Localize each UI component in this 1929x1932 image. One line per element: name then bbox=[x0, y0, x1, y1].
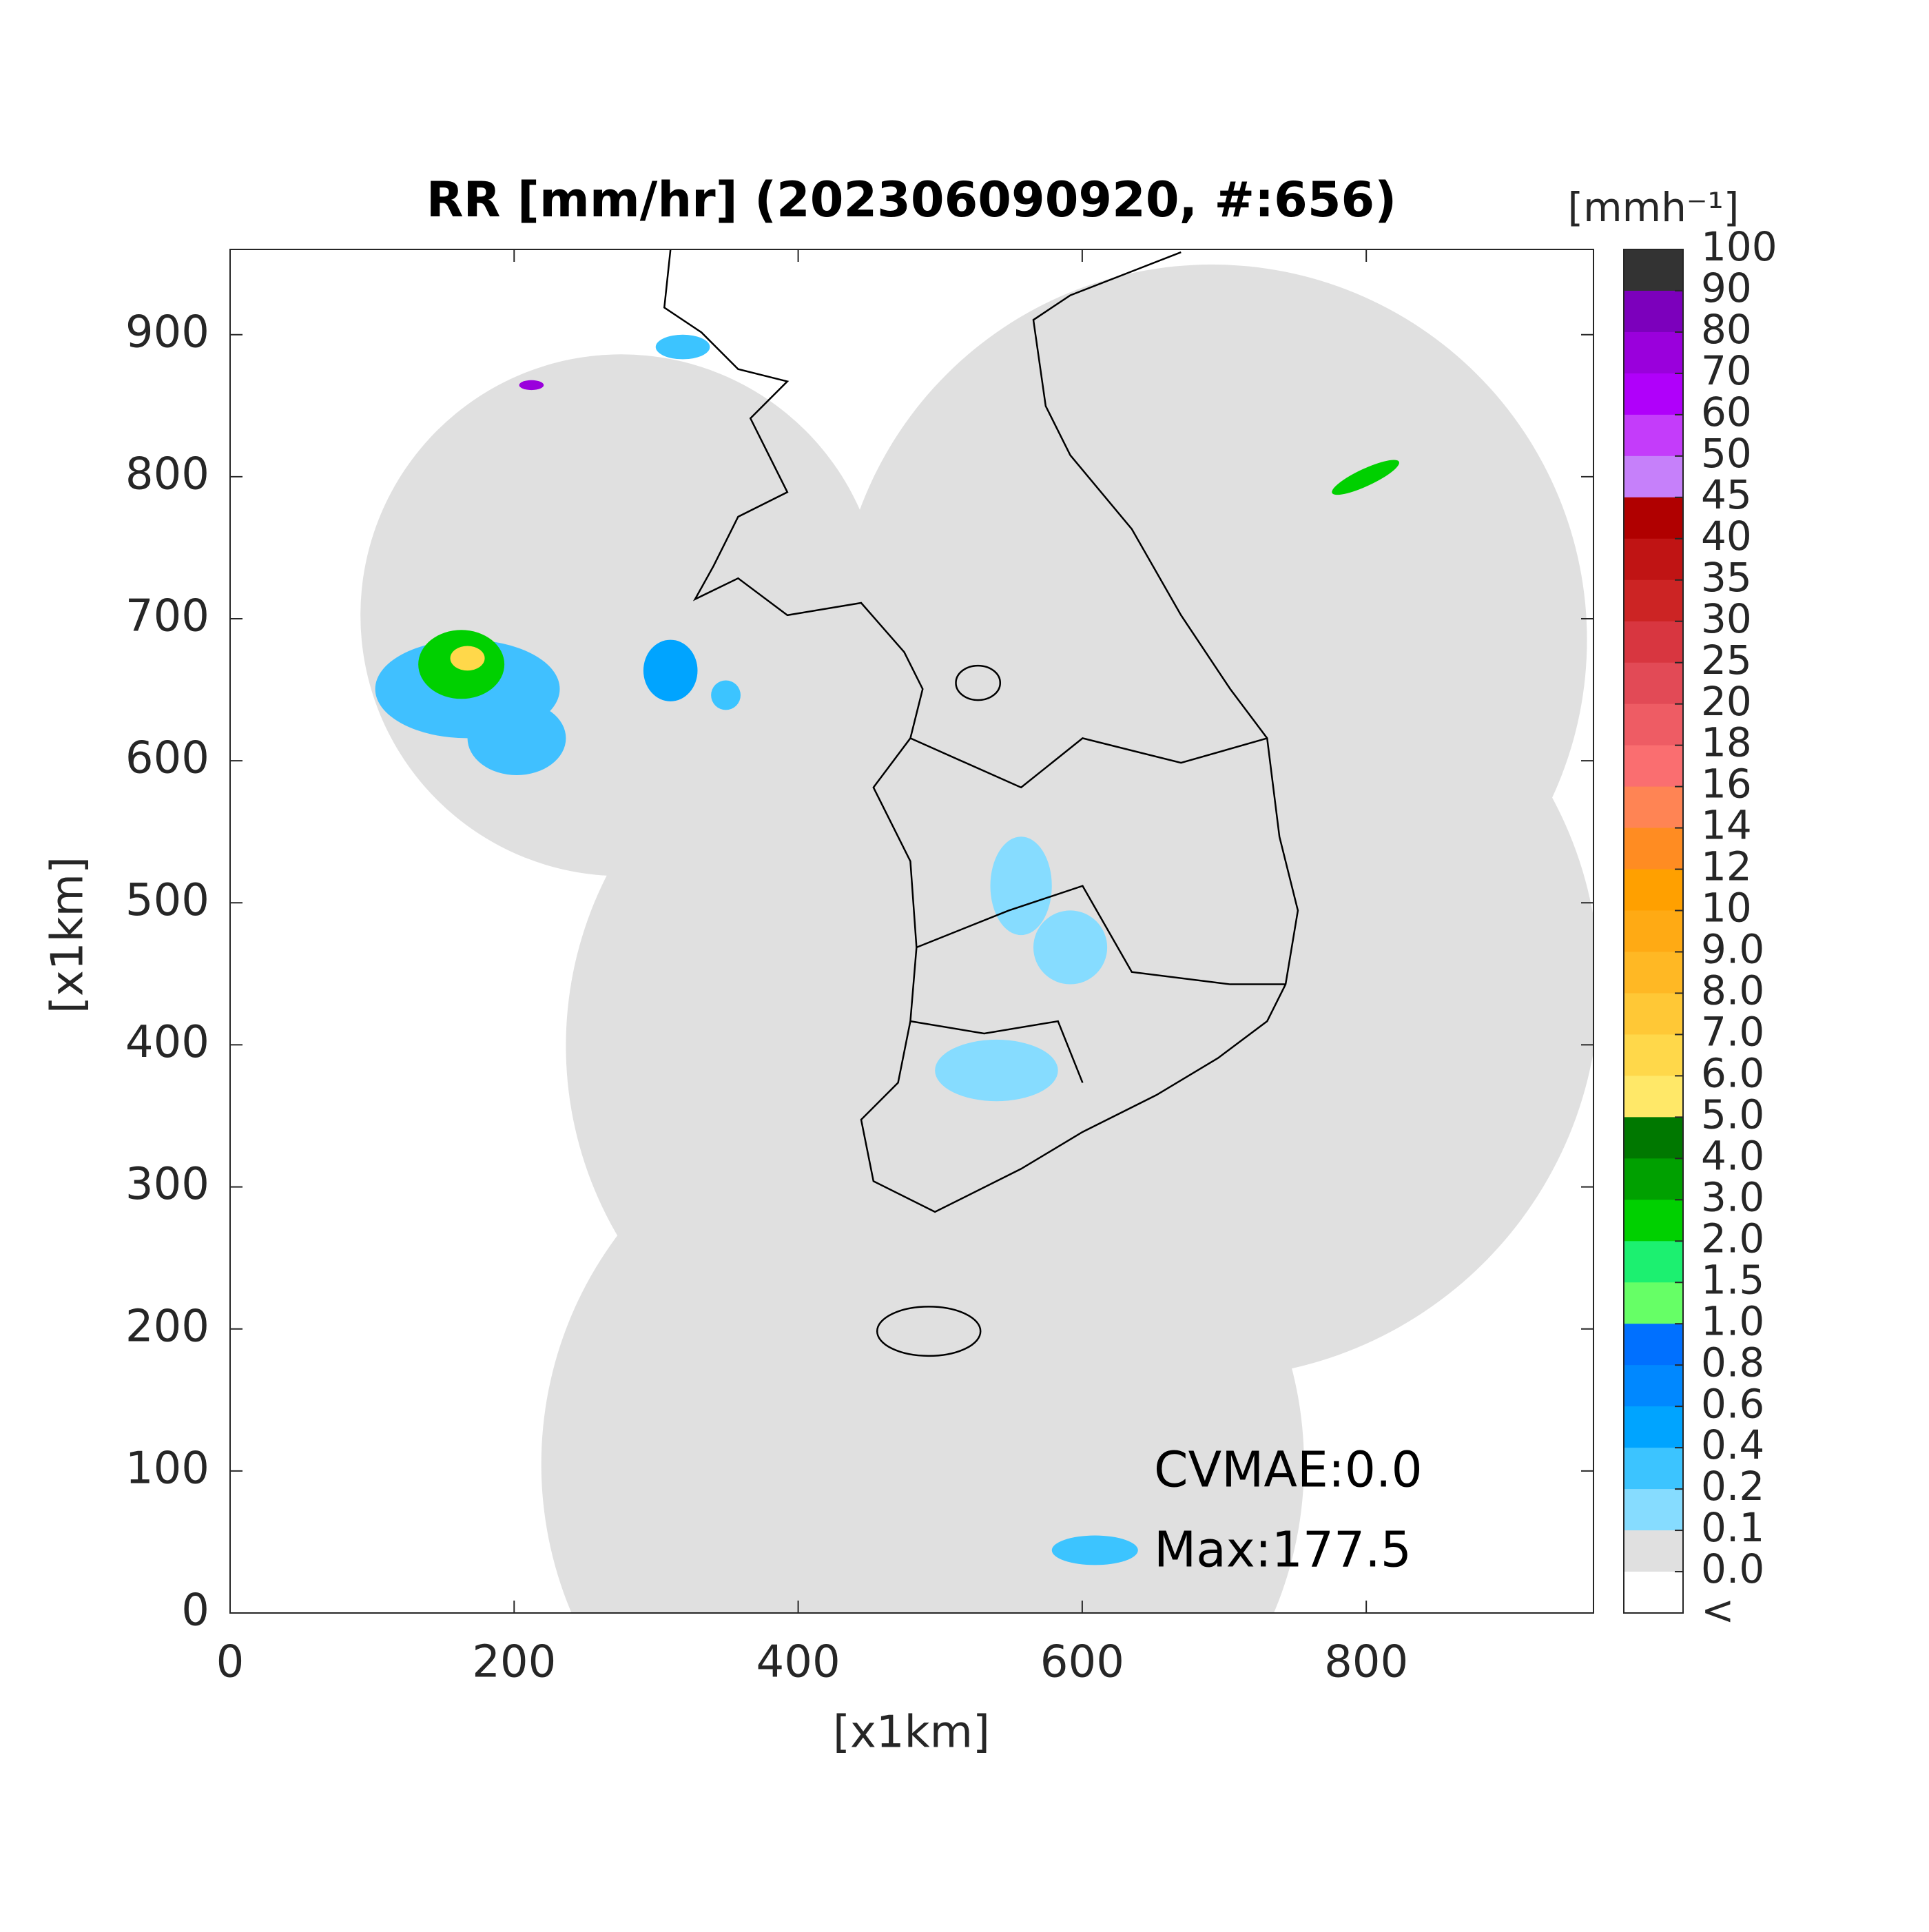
colorbar-label: 90 bbox=[1701, 265, 1752, 311]
colorbar-box bbox=[1623, 249, 1684, 1614]
x-tick-label: 400 bbox=[756, 1637, 840, 1688]
colorbar-label: 4.0 bbox=[1701, 1132, 1764, 1179]
colorbar-label: 0.1 bbox=[1701, 1504, 1764, 1551]
colorbar-label: 0.0 bbox=[1701, 1545, 1764, 1592]
map bbox=[360, 249, 1593, 1613]
colorbar-label: 1.0 bbox=[1701, 1297, 1764, 1344]
colorbar-label: 45 bbox=[1701, 471, 1752, 518]
coastline bbox=[663, 249, 1299, 1357]
colorbar-label: < bbox=[1701, 1587, 1735, 1634]
colorbar-segment bbox=[1624, 1530, 1683, 1572]
colorbar-segment bbox=[1624, 703, 1683, 746]
colorbar-segment bbox=[1624, 1241, 1683, 1283]
colorbar-label: 8.0 bbox=[1701, 967, 1764, 1014]
colorbar-segment bbox=[1624, 952, 1683, 994]
colorbar-segment bbox=[1624, 579, 1683, 622]
colorbar-label: 50 bbox=[1701, 430, 1752, 477]
colorbar-segment bbox=[1624, 1406, 1683, 1448]
y-tick-label: 700 bbox=[125, 591, 209, 642]
colorbar-label: 14 bbox=[1701, 802, 1752, 849]
colorbar-label: 70 bbox=[1701, 347, 1752, 394]
colorbar-segment bbox=[1624, 1200, 1683, 1242]
colorbar-segment bbox=[1624, 1117, 1683, 1159]
colorbar-segment bbox=[1624, 414, 1683, 457]
map-layer bbox=[360, 249, 1593, 1613]
colorbar-label: 0.2 bbox=[1701, 1463, 1764, 1510]
precipitation bbox=[375, 334, 1399, 1565]
colorbar-label: 2.0 bbox=[1701, 1215, 1764, 1262]
colorbar-segment bbox=[1624, 497, 1683, 539]
colorbar-label: 30 bbox=[1701, 595, 1752, 642]
x-tick-label: 200 bbox=[472, 1637, 556, 1688]
x-tick-label: 600 bbox=[1040, 1637, 1124, 1688]
colorbar-segment bbox=[1624, 1076, 1683, 1118]
colorbar-segment bbox=[1624, 455, 1683, 498]
colorbar-segment bbox=[1624, 993, 1683, 1035]
y-tick-label: 800 bbox=[125, 449, 209, 500]
axes-box bbox=[229, 249, 1594, 1614]
y-tick-label: 900 bbox=[125, 307, 209, 358]
y-tick-label: 300 bbox=[125, 1159, 209, 1210]
colorbar-label: 10 bbox=[1701, 885, 1752, 932]
x-axis-label: [x1km] bbox=[833, 1707, 990, 1758]
colorbar-label: 60 bbox=[1701, 389, 1752, 435]
colorbar-label: 20 bbox=[1701, 678, 1752, 725]
colorbar-label: 18 bbox=[1701, 719, 1752, 766]
colorbar-segment bbox=[1624, 1034, 1683, 1076]
colorbar-segment bbox=[1624, 1365, 1683, 1407]
colorbar-label: 0.8 bbox=[1701, 1339, 1764, 1386]
colorbar-segment bbox=[1624, 745, 1683, 788]
y-tick-label: 0 bbox=[181, 1585, 209, 1636]
colorbar-label: 25 bbox=[1701, 637, 1752, 684]
colorbar-segment bbox=[1624, 1282, 1683, 1324]
colorbar-segment bbox=[1624, 1572, 1683, 1614]
colorbar-label: 12 bbox=[1701, 843, 1752, 890]
colorbar-label: 0.4 bbox=[1701, 1421, 1764, 1468]
colorbar-segment bbox=[1624, 249, 1683, 291]
colorbar-label: 35 bbox=[1701, 554, 1752, 601]
y-tick-label: 500 bbox=[125, 875, 209, 926]
colorbar-label: 9.0 bbox=[1701, 926, 1764, 973]
colorbar-label: 100 bbox=[1701, 223, 1777, 270]
colorbar-segment bbox=[1624, 786, 1683, 829]
colorbar-segment bbox=[1624, 869, 1683, 912]
colorbar-segment bbox=[1624, 910, 1683, 952]
colorbar-title: [mmh⁻¹] bbox=[1568, 184, 1740, 231]
y-tick-label: 600 bbox=[125, 733, 209, 784]
colorbar-segment bbox=[1624, 662, 1683, 705]
colorbar-segment bbox=[1624, 290, 1683, 333]
annotation: CVMAE:0.0 bbox=[1154, 1441, 1423, 1499]
colorbar-segment bbox=[1624, 373, 1683, 415]
colorbar-label: 7.0 bbox=[1701, 1009, 1764, 1056]
colorbar-segment bbox=[1624, 331, 1683, 374]
colorbar-segment bbox=[1624, 828, 1683, 870]
y-tick-label: 100 bbox=[125, 1443, 209, 1494]
colorbar-segment bbox=[1624, 1158, 1683, 1200]
y-tick-label: 400 bbox=[125, 1017, 209, 1068]
colorbar-segment bbox=[1624, 538, 1683, 581]
x-tick-label: 800 bbox=[1324, 1637, 1408, 1688]
colorbar-label: 6.0 bbox=[1701, 1050, 1764, 1097]
x-tick-label: 0 bbox=[216, 1637, 245, 1688]
colorbar-label: 16 bbox=[1701, 761, 1752, 808]
colorbar-label: 1.5 bbox=[1701, 1256, 1764, 1303]
y-axis-label: [x1km] bbox=[43, 856, 94, 1014]
colorbar-label: 0.6 bbox=[1701, 1380, 1764, 1427]
colorbar-segment bbox=[1624, 1448, 1683, 1490]
y-tick-label: 200 bbox=[125, 1301, 209, 1352]
colorbar-label: 3.0 bbox=[1701, 1173, 1764, 1220]
colorbar-label: 5.0 bbox=[1701, 1091, 1764, 1138]
colorbar-label: 80 bbox=[1701, 306, 1752, 353]
colorbar-segment bbox=[1624, 1324, 1683, 1366]
colorbar-segment bbox=[1624, 1489, 1683, 1531]
colorbar-label: 40 bbox=[1701, 513, 1752, 559]
colorbar-segment bbox=[1624, 621, 1683, 664]
annotation: Max:177.5 bbox=[1154, 1521, 1412, 1579]
chart-title: RR [mm/hr] (202306090920, #:656) bbox=[426, 172, 1397, 228]
